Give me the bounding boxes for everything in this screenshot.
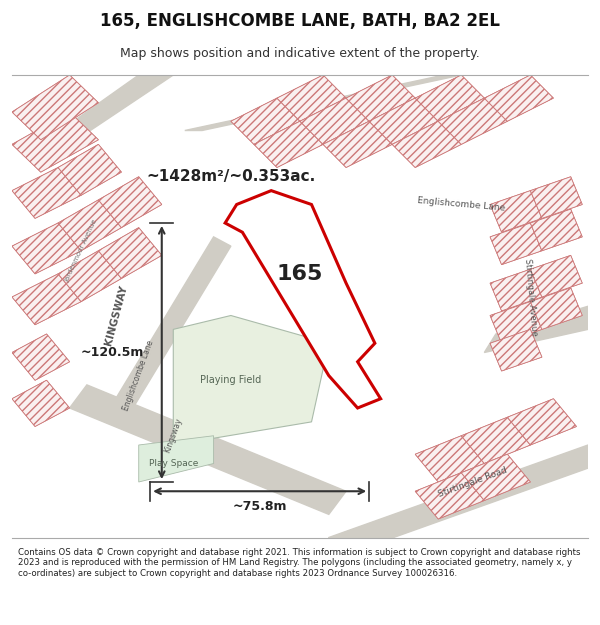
Polygon shape bbox=[58, 251, 121, 302]
Polygon shape bbox=[415, 75, 484, 121]
Polygon shape bbox=[300, 98, 369, 144]
Polygon shape bbox=[415, 75, 484, 121]
Text: Map shows position and indicative extent of the property.: Map shows position and indicative extent… bbox=[120, 48, 480, 61]
Polygon shape bbox=[323, 121, 392, 168]
Polygon shape bbox=[530, 177, 582, 218]
Polygon shape bbox=[461, 418, 530, 464]
Polygon shape bbox=[98, 177, 162, 227]
Polygon shape bbox=[484, 75, 553, 121]
Polygon shape bbox=[415, 472, 484, 519]
Text: KINGSWAY: KINGSWAY bbox=[103, 284, 128, 347]
Text: Stirtingale Avenue: Stirtingale Avenue bbox=[523, 258, 538, 336]
Text: Contains OS data © Crown copyright and database right 2021. This information is : Contains OS data © Crown copyright and d… bbox=[18, 548, 581, 578]
Polygon shape bbox=[530, 256, 582, 297]
Polygon shape bbox=[185, 75, 461, 131]
Polygon shape bbox=[12, 380, 70, 426]
Polygon shape bbox=[12, 274, 81, 325]
Polygon shape bbox=[12, 75, 98, 140]
Polygon shape bbox=[323, 121, 392, 168]
Polygon shape bbox=[139, 436, 214, 482]
Polygon shape bbox=[484, 75, 553, 121]
Text: 165: 165 bbox=[277, 264, 323, 284]
Polygon shape bbox=[415, 472, 484, 519]
Polygon shape bbox=[490, 223, 542, 264]
Polygon shape bbox=[231, 98, 300, 144]
Polygon shape bbox=[225, 191, 380, 408]
Text: Englishcombe Lane: Englishcombe Lane bbox=[122, 339, 155, 412]
Polygon shape bbox=[12, 223, 81, 274]
Polygon shape bbox=[490, 269, 542, 311]
Polygon shape bbox=[98, 228, 162, 279]
Polygon shape bbox=[530, 177, 582, 218]
Polygon shape bbox=[438, 98, 508, 144]
Polygon shape bbox=[58, 200, 121, 251]
Polygon shape bbox=[254, 121, 323, 168]
Polygon shape bbox=[70, 385, 346, 514]
Polygon shape bbox=[530, 256, 582, 297]
Text: Englishcombe Lane: Englishcombe Lane bbox=[417, 196, 506, 213]
Polygon shape bbox=[12, 334, 70, 380]
Polygon shape bbox=[369, 98, 438, 144]
Polygon shape bbox=[415, 436, 484, 482]
Polygon shape bbox=[490, 329, 542, 371]
Polygon shape bbox=[12, 380, 70, 426]
Text: Play Space: Play Space bbox=[149, 459, 198, 468]
Text: ~120.5m: ~120.5m bbox=[81, 346, 145, 359]
Polygon shape bbox=[484, 306, 588, 352]
Polygon shape bbox=[12, 168, 81, 218]
Polygon shape bbox=[300, 98, 369, 144]
Polygon shape bbox=[530, 209, 582, 251]
Text: ~75.8m: ~75.8m bbox=[232, 501, 287, 514]
Polygon shape bbox=[530, 209, 582, 251]
Polygon shape bbox=[490, 191, 542, 232]
Polygon shape bbox=[12, 75, 98, 140]
Polygon shape bbox=[41, 75, 173, 144]
Text: ~1428m²/~0.353ac.: ~1428m²/~0.353ac. bbox=[146, 169, 316, 184]
Polygon shape bbox=[392, 121, 461, 168]
Polygon shape bbox=[490, 269, 542, 311]
Polygon shape bbox=[490, 302, 542, 343]
Polygon shape bbox=[98, 177, 162, 227]
Text: Jardenmoor Avenue: Jardenmoor Avenue bbox=[64, 219, 98, 283]
Polygon shape bbox=[490, 329, 542, 371]
Polygon shape bbox=[490, 302, 542, 343]
Polygon shape bbox=[58, 200, 121, 251]
Text: Kingsway: Kingsway bbox=[163, 417, 184, 454]
Polygon shape bbox=[530, 288, 582, 329]
Polygon shape bbox=[173, 316, 329, 445]
Polygon shape bbox=[392, 121, 461, 168]
Polygon shape bbox=[231, 98, 300, 144]
Text: Stirtingale Road: Stirtingale Road bbox=[437, 466, 509, 499]
Polygon shape bbox=[277, 75, 346, 121]
Polygon shape bbox=[508, 399, 577, 445]
Polygon shape bbox=[58, 144, 121, 195]
Polygon shape bbox=[346, 75, 415, 121]
Polygon shape bbox=[508, 399, 577, 445]
Polygon shape bbox=[415, 436, 484, 482]
Polygon shape bbox=[98, 228, 162, 279]
Polygon shape bbox=[12, 112, 98, 172]
Text: Playing Field: Playing Field bbox=[200, 375, 262, 385]
Polygon shape bbox=[329, 445, 588, 561]
Polygon shape bbox=[490, 191, 542, 232]
Polygon shape bbox=[277, 75, 346, 121]
Polygon shape bbox=[461, 454, 530, 501]
Polygon shape bbox=[461, 418, 530, 464]
Text: 165, ENGLISHCOMBE LANE, BATH, BA2 2EL: 165, ENGLISHCOMBE LANE, BATH, BA2 2EL bbox=[100, 12, 500, 30]
Polygon shape bbox=[12, 112, 98, 172]
Polygon shape bbox=[58, 251, 121, 302]
Polygon shape bbox=[490, 223, 542, 264]
Polygon shape bbox=[346, 75, 415, 121]
Polygon shape bbox=[12, 334, 70, 380]
Polygon shape bbox=[12, 223, 81, 274]
Polygon shape bbox=[530, 288, 582, 329]
Polygon shape bbox=[438, 98, 508, 144]
Polygon shape bbox=[369, 98, 438, 144]
Polygon shape bbox=[58, 144, 121, 195]
Polygon shape bbox=[461, 454, 530, 501]
Polygon shape bbox=[12, 274, 81, 325]
Polygon shape bbox=[254, 121, 323, 168]
Polygon shape bbox=[116, 237, 231, 408]
Polygon shape bbox=[12, 168, 81, 218]
